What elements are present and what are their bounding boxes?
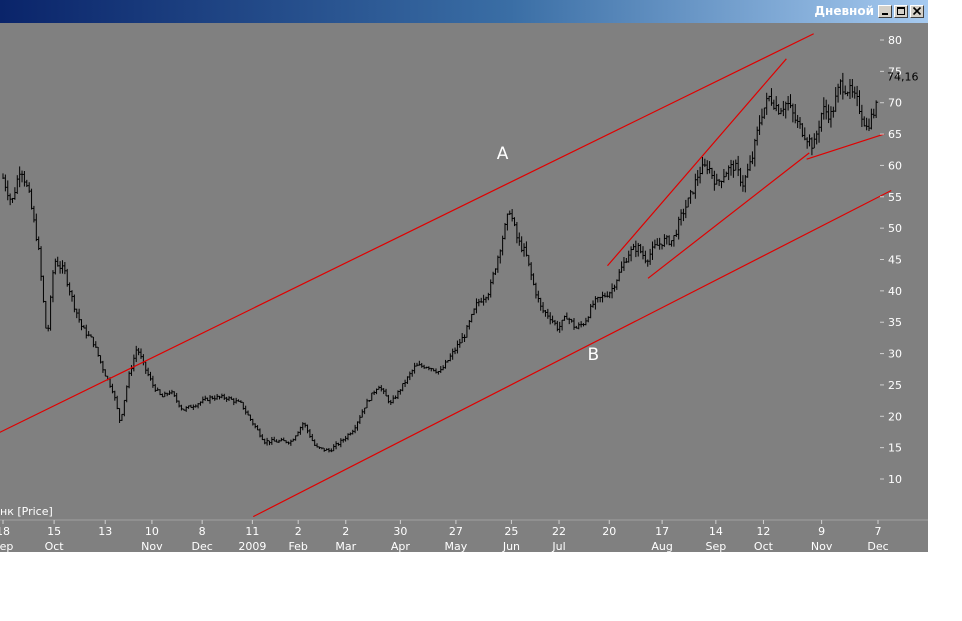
trendline-lower-channel [252,189,892,518]
y-tick-label: 20 [888,410,902,423]
x-tick-month-label: Oct [754,540,774,552]
x-tick-day-label: 12 [756,525,770,538]
x-tick-month-label: Oct [45,540,65,552]
x-tick-month-label: May [445,540,468,552]
x-tick-day-label: 9 [818,525,825,538]
y-tick-label: 65 [888,128,902,141]
x-tick-day-label: 10 [145,525,159,538]
x-tick-day-label: 22 [552,525,566,538]
x-tick-day-label: 2 [342,525,349,538]
x-tick-day-label: 8 [199,525,206,538]
x-tick-month-label: Apr [391,540,411,552]
x-tick-day-label: 27 [449,525,463,538]
current-price-label: 74,16 [887,71,919,84]
title-bar[interactable]: Дневной [0,0,928,23]
y-tick-label: 25 [888,379,902,392]
x-tick-day-label: 13 [98,525,112,538]
maximize-button[interactable] [894,5,908,18]
price-chart[interactable]: A B 80 75 70 65 60 55 50 45 40 35 30 25 20 15 10 74,16 1… [0,0,928,552]
close-button[interactable] [910,5,924,18]
legend-label: нк [Price] [0,505,53,518]
x-tick-day-label: 20 [602,525,616,538]
x-tick-month-label: Nov [141,540,163,552]
trendline-mid-channel-top [607,58,787,267]
close-icon [912,6,922,16]
maximize-icon [897,7,905,15]
x-tick-day-label: 14 [709,525,723,538]
x-tick-day-label: 2 [295,525,302,538]
y-tick-label: 55 [888,191,902,204]
x-tick-day-label: 17 [655,525,669,538]
wave-label: A [497,144,509,164]
x-tick-month-label: 2009 [238,540,266,552]
trendline-mid-channel-bottom [647,152,810,279]
minimize-button[interactable] [878,5,892,18]
y-tick-label: 10 [888,473,902,486]
trendline-upper-channel [0,33,814,433]
chart-window: Дневной A B 80 75 70 65 60 55 50 45 40 35 30 25 20 15 1… [0,0,928,552]
x-tick-day-label: 15 [47,525,61,538]
x-tick-month-label: Sep [0,540,13,552]
y-tick-label: 70 [888,97,902,110]
x-tick-month-label: Nov [811,540,833,552]
window-title: Дневной [814,4,874,18]
x-tick-month-label: Jul [551,540,565,552]
x-tick-month-label: Mar [335,540,356,552]
y-tick-label: 15 [888,442,902,455]
y-tick-label: 75 [888,65,902,78]
x-tick-month-label: Dec [867,540,888,552]
x-tick-month-label: Dec [191,540,212,552]
x-tick-day-label: 25 [504,525,518,538]
minimize-icon [882,13,888,15]
x-tick-day-label: 11 [245,525,259,538]
x-tick-day-label: 30 [393,525,407,538]
x-tick-month-label: Sep [705,540,726,552]
y-tick-label: 35 [888,316,902,329]
x-tick-month-label: Jun [502,540,520,552]
y-tick-label: 50 [888,222,902,235]
y-tick-label: 40 [888,285,902,298]
x-tick-month-label: Aug [651,540,672,552]
wave-label: B [588,345,600,365]
y-tick-label: 80 [888,34,902,47]
x-tick-day-label: 18 [0,525,10,538]
x-tick-day-label: 7 [875,525,882,538]
x-tick-month-label: Feb [288,540,307,552]
y-tick-label: 60 [888,159,902,172]
y-tick-label: 30 [888,348,902,361]
trendline-recent-support [806,133,885,160]
y-tick-label: 45 [888,254,902,267]
